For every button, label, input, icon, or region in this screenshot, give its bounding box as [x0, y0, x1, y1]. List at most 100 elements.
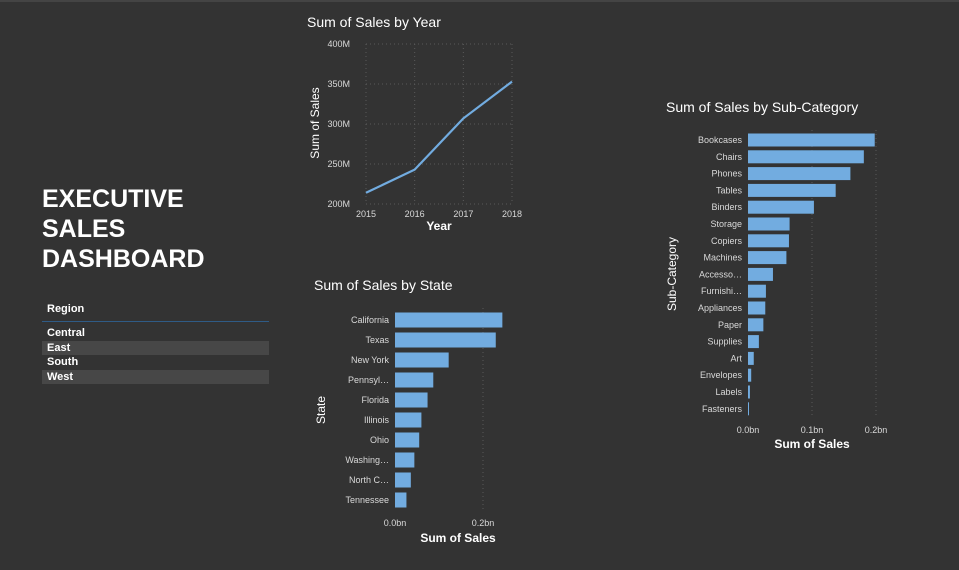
- bar[interactable]: [395, 352, 449, 368]
- category-label: Tennessee: [345, 495, 389, 505]
- bar[interactable]: [748, 351, 754, 365]
- category-label: Paper: [718, 320, 742, 330]
- bar[interactable]: [748, 234, 789, 248]
- sales-line: [365, 80, 513, 194]
- category-label: Tables: [716, 185, 743, 195]
- y-ticks-year: 200M 250M 300M 350M 400M: [327, 39, 350, 209]
- y-tick-label: 400M: [327, 39, 350, 49]
- category-label: Envelopes: [700, 370, 743, 380]
- x-tick-label: 0.0bn: [737, 425, 760, 435]
- x-axis-title-subcategory: Sum of Sales: [774, 437, 850, 451]
- bar[interactable]: [748, 150, 864, 164]
- category-label: North C…: [349, 475, 389, 485]
- chart-title-year: Sum of Sales by Year: [307, 14, 441, 30]
- slicer-item-east[interactable]: East: [42, 340, 269, 355]
- x-tick-label: 2015: [356, 209, 376, 219]
- bar[interactable]: [395, 372, 434, 388]
- bars-subcategory: [748, 133, 875, 416]
- x-tick-label: 0.2bn: [472, 518, 495, 528]
- x-tick-label: 0.0bn: [384, 518, 407, 528]
- category-label: Art: [730, 353, 742, 363]
- bar[interactable]: [748, 318, 764, 332]
- category-label: California: [351, 315, 389, 325]
- y-axis-title-subcategory: Sub-Category: [665, 237, 679, 311]
- category-label: Supplies: [707, 337, 742, 347]
- bar[interactable]: [748, 301, 766, 315]
- chart-title-subcategory: Sum of Sales by Sub-Category: [666, 99, 858, 115]
- category-label: Furnishi…: [701, 286, 742, 296]
- category-label: Appliances: [698, 303, 743, 313]
- region-slicer: Region Central East South West: [42, 303, 269, 384]
- chart-sales-by-year[interactable]: Sum of Sales by Year Sum of Sales Year 2…: [307, 14, 522, 233]
- category-label: Phones: [711, 169, 742, 179]
- bar[interactable]: [748, 133, 875, 147]
- category-label: Illinois: [364, 415, 390, 425]
- bar[interactable]: [748, 385, 750, 399]
- title-line-1: EXECUTIVE: [42, 185, 184, 213]
- y-axis-title-state: State: [314, 396, 328, 424]
- x-tick-label: 2017: [453, 209, 473, 219]
- category-labels-subcategory: Bookcases Chairs Phones Tables Binders Storag…: [698, 135, 743, 414]
- category-label: Labels: [715, 387, 742, 397]
- category-label: Pennsyl…: [348, 375, 389, 385]
- bar[interactable]: [748, 335, 759, 349]
- category-labels-state: California Texas New York Pennsyl… Florida Il…: [345, 315, 389, 505]
- bar[interactable]: [395, 452, 415, 468]
- title-line-2: SALES: [42, 215, 126, 243]
- bar[interactable]: [748, 368, 752, 382]
- bar[interactable]: [395, 332, 496, 348]
- x-tick-label: 0.1bn: [801, 425, 824, 435]
- bar[interactable]: [748, 183, 836, 197]
- category-label: Machines: [703, 253, 742, 263]
- x-ticks-year: 2015 2016 2017 2018: [356, 209, 522, 219]
- category-label: Accesso…: [699, 269, 742, 279]
- bar[interactable]: [748, 200, 814, 214]
- category-label: Bookcases: [698, 135, 743, 145]
- category-label: New York: [351, 355, 390, 365]
- x-ticks-subcategory: 0.0bn 0.1bn 0.2bn: [737, 425, 888, 435]
- bar[interactable]: [748, 167, 851, 181]
- slicer-item-south[interactable]: South: [47, 356, 79, 368]
- category-label: Texas: [365, 335, 389, 345]
- bar[interactable]: [395, 432, 420, 448]
- category-label: Chairs: [716, 152, 743, 162]
- chart-sales-by-subcategory[interactable]: Sum of Sales by Sub-Category Sub-Categor…: [665, 99, 887, 451]
- series-line-year: [365, 80, 513, 194]
- slicer-header: Region: [42, 303, 269, 322]
- dashboard-title: EXECUTIVE SALES DASHBOARD: [42, 184, 205, 274]
- gridlines-year: [365, 43, 513, 205]
- x-ticks-state: 0.0bn 0.2bn: [384, 518, 495, 528]
- bar[interactable]: [395, 412, 422, 428]
- bar[interactable]: [748, 284, 766, 298]
- bar[interactable]: [748, 267, 773, 281]
- slicer-item-central[interactable]: Central: [47, 327, 85, 339]
- bar[interactable]: [395, 392, 428, 408]
- category-label: Copiers: [711, 236, 743, 246]
- bar[interactable]: [748, 402, 749, 416]
- chart-sales-by-state[interactable]: Sum of Sales by State State Sum of Sales…: [314, 277, 503, 545]
- chart-title-state: Sum of Sales by State: [314, 277, 453, 293]
- x-tick-label: 0.2bn: [865, 425, 888, 435]
- bar[interactable]: [395, 492, 407, 508]
- top-border: [0, 0, 959, 2]
- bar[interactable]: [748, 217, 790, 231]
- category-label: Storage: [710, 219, 742, 229]
- title-line-3: DASHBOARD: [42, 245, 205, 273]
- category-label: Fasteners: [702, 404, 743, 414]
- category-label: Ohio: [370, 435, 389, 445]
- bar[interactable]: [748, 251, 787, 265]
- category-label: Florida: [361, 395, 389, 405]
- category-label: Binders: [711, 202, 742, 212]
- x-tick-label: 2018: [502, 209, 522, 219]
- y-tick-label: 300M: [327, 119, 350, 129]
- bars-state: [395, 312, 503, 508]
- slicer-item-west[interactable]: West: [42, 369, 269, 384]
- category-label: Washing…: [345, 455, 389, 465]
- x-tick-label: 2016: [405, 209, 425, 219]
- y-axis-title-year: Sum of Sales: [308, 87, 322, 158]
- y-tick-label: 250M: [327, 159, 350, 169]
- bar[interactable]: [395, 472, 411, 488]
- bar[interactable]: [395, 312, 503, 328]
- x-axis-title-state: Sum of Sales: [420, 531, 496, 545]
